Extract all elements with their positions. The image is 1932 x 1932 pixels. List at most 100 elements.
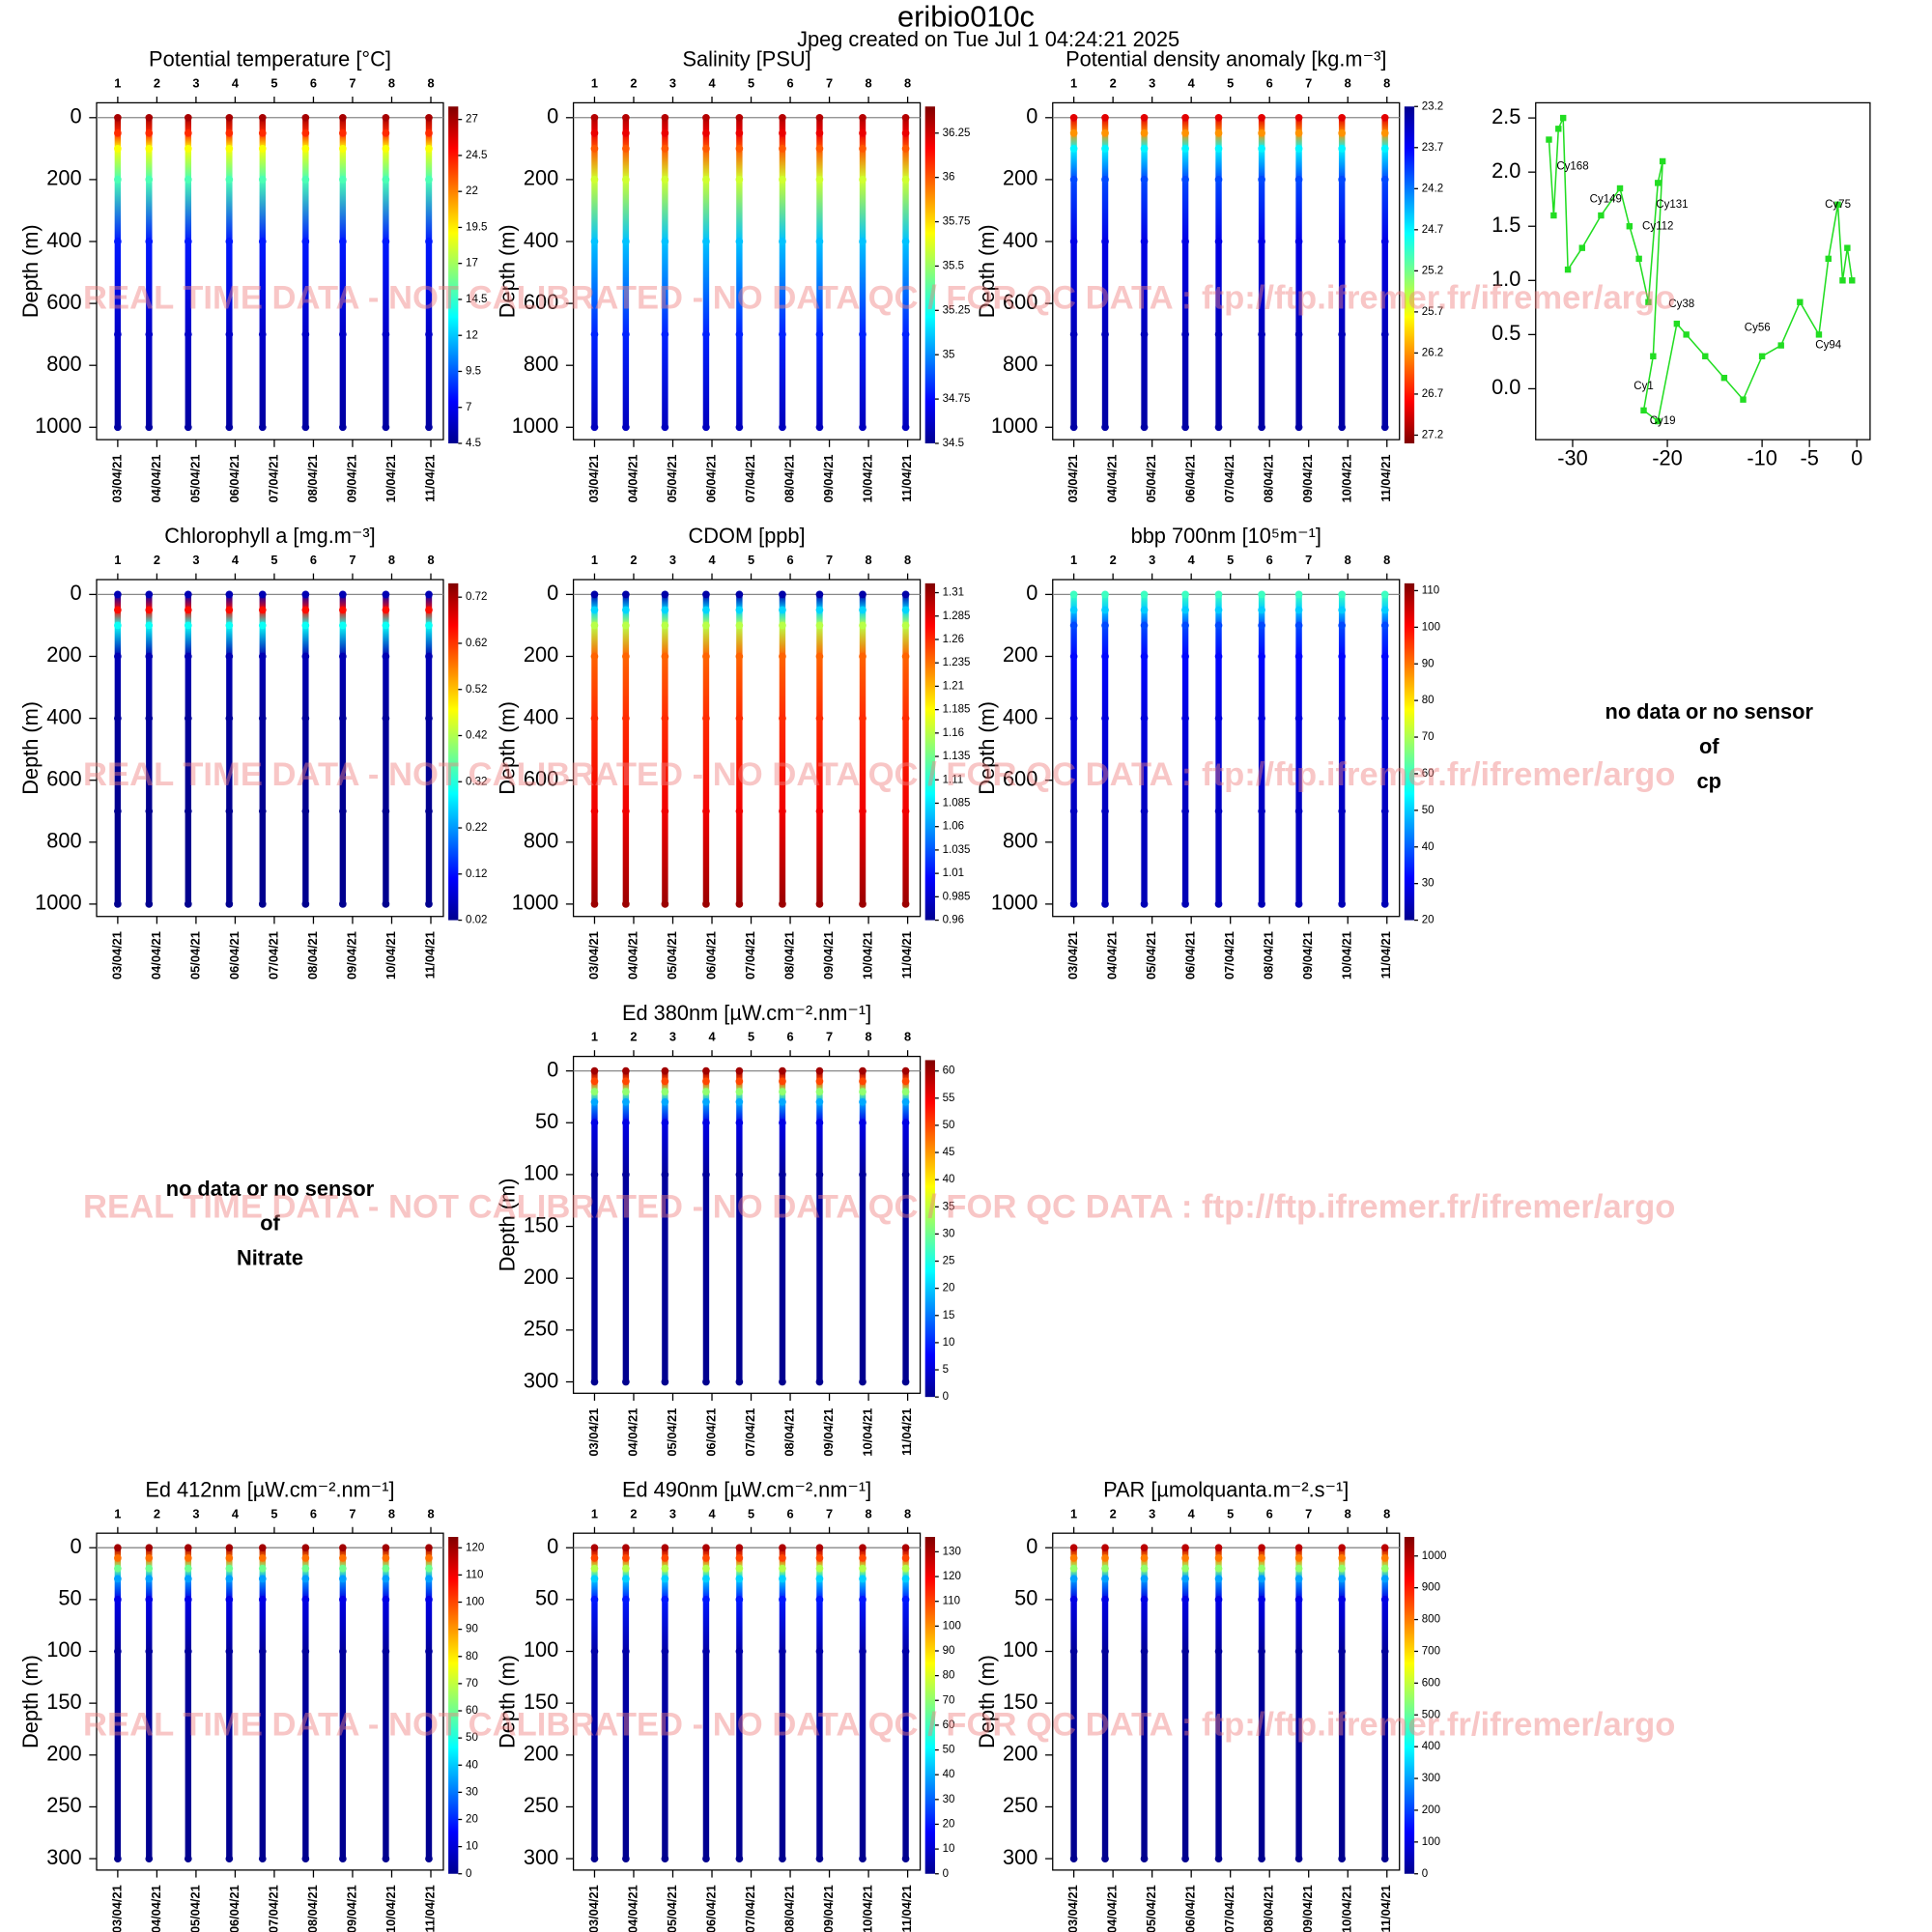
- profile-segment: [1215, 1651, 1222, 1860]
- panel-title: Ed 380nm [µW.cm⁻².nm⁻¹]: [622, 1001, 871, 1025]
- profile-point: [1140, 423, 1149, 432]
- colorbar-label: 800: [1422, 1614, 1440, 1626]
- profile-point: [735, 621, 744, 630]
- profile-segment: [591, 656, 598, 719]
- y-tick-label: 50: [58, 1586, 81, 1610]
- profile-segment: [1141, 132, 1148, 149]
- date-label: 04/04/21: [149, 455, 163, 503]
- profile-point: [1101, 606, 1109, 614]
- profile-segment: [816, 656, 823, 719]
- y-axis-label: Depth (m): [496, 701, 520, 795]
- profile-point: [184, 1855, 192, 1862]
- date-label: 05/04/21: [187, 1885, 202, 1932]
- profile-segment: [1215, 1548, 1222, 1558]
- profile-segment: [662, 1578, 668, 1600]
- profile-segment: [736, 656, 743, 719]
- no-data-message: of: [260, 1211, 280, 1236]
- profile-point: [258, 330, 267, 338]
- profile-point: [301, 1575, 310, 1583]
- profile-point: [815, 652, 824, 661]
- date-label: 10/04/21: [384, 1885, 398, 1932]
- profile-segment: [1381, 179, 1388, 242]
- cycle-label: 6: [786, 1030, 793, 1044]
- profile-point: [815, 1575, 824, 1583]
- date-label: 07/04/21: [1222, 1885, 1236, 1932]
- profile-point: [1214, 113, 1223, 122]
- profile-point: [735, 1378, 744, 1386]
- colorbar-label: 15: [943, 1310, 955, 1321]
- cycle-label: 1: [591, 76, 598, 91]
- profile-point: [1181, 1596, 1189, 1604]
- y-tick-label: 600: [1003, 766, 1037, 790]
- cycle-annotation: Cy1: [1634, 381, 1653, 392]
- profile-point: [779, 1855, 786, 1862]
- profile-segment: [591, 610, 598, 626]
- date-label: 03/04/21: [586, 455, 601, 503]
- profile-segment: [816, 242, 823, 335]
- profile-segment: [339, 656, 347, 719]
- profile-point: [1294, 1575, 1303, 1583]
- profile-segment: [736, 1092, 743, 1102]
- profile-point: [301, 423, 310, 432]
- profile-segment: [662, 1092, 668, 1102]
- profile-point: [1214, 423, 1223, 432]
- profile-segment: [339, 1651, 347, 1860]
- profile-segment: [302, 810, 309, 904]
- profile-segment: [736, 1568, 743, 1579]
- profile-segment: [622, 625, 630, 657]
- cycle-label: 8: [904, 553, 911, 567]
- profile-segment: [1070, 1557, 1077, 1569]
- watermark: REAL TIME DATA - NOT CALIBRATED - NO DAT…: [83, 756, 1675, 793]
- profile-segment: [1338, 242, 1346, 335]
- y-tick-label: 200: [46, 166, 81, 190]
- profile-point: [382, 652, 390, 661]
- profile-point: [735, 807, 744, 815]
- cycle-label: 4: [708, 1030, 716, 1044]
- cycle-label: 4: [708, 1506, 716, 1520]
- profile-point: [225, 330, 234, 338]
- colorbar: [1404, 582, 1415, 921]
- profile-point: [1380, 1647, 1389, 1656]
- profile-point: [661, 1119, 669, 1127]
- profile-point: [1294, 113, 1303, 122]
- profile-point: [702, 113, 710, 122]
- profile-segment: [702, 1101, 710, 1123]
- profile-point: [1338, 128, 1347, 137]
- profile-point: [1294, 1647, 1303, 1656]
- profile-segment: [902, 1568, 909, 1579]
- profile-point: [590, 1066, 599, 1075]
- trajectory-point: [1849, 277, 1856, 284]
- profile-point: [590, 590, 599, 599]
- profile-point: [590, 1575, 599, 1583]
- profile-segment: [259, 334, 266, 428]
- date-label: 09/04/21: [344, 931, 358, 980]
- colorbar-label: 12: [466, 329, 478, 341]
- profile-segment: [591, 242, 598, 335]
- profile-segment: [146, 132, 153, 149]
- profile-segment: [1295, 1557, 1302, 1569]
- profile-point: [1380, 145, 1389, 153]
- colorbar-label: 34.75: [943, 393, 971, 405]
- profile-point: [184, 1554, 192, 1562]
- y-tick-label: 400: [524, 704, 558, 728]
- profile-segment: [622, 1548, 630, 1558]
- trajectory-point: [1844, 244, 1851, 251]
- profile-segment: [1295, 594, 1302, 611]
- colorbar: [924, 1537, 935, 1874]
- profile-point: [1140, 330, 1149, 338]
- profile-segment: [816, 1651, 823, 1860]
- y-tick-label: 200: [46, 1742, 81, 1766]
- colorbar-label: 50: [943, 1745, 955, 1756]
- profile-segment: [383, 718, 389, 811]
- profile-point: [225, 1575, 234, 1583]
- profile-segment: [1295, 334, 1302, 428]
- profile-segment: [425, 810, 433, 904]
- colorbar-label: 1.01: [943, 867, 964, 879]
- profile-segment: [591, 1081, 598, 1093]
- profile-segment: [1338, 656, 1346, 719]
- profile-point: [1101, 238, 1109, 245]
- profile-point: [901, 590, 910, 599]
- y-axis-label: Depth (m): [496, 1655, 520, 1748]
- profile-point: [225, 1554, 234, 1562]
- profile-point: [1380, 807, 1389, 815]
